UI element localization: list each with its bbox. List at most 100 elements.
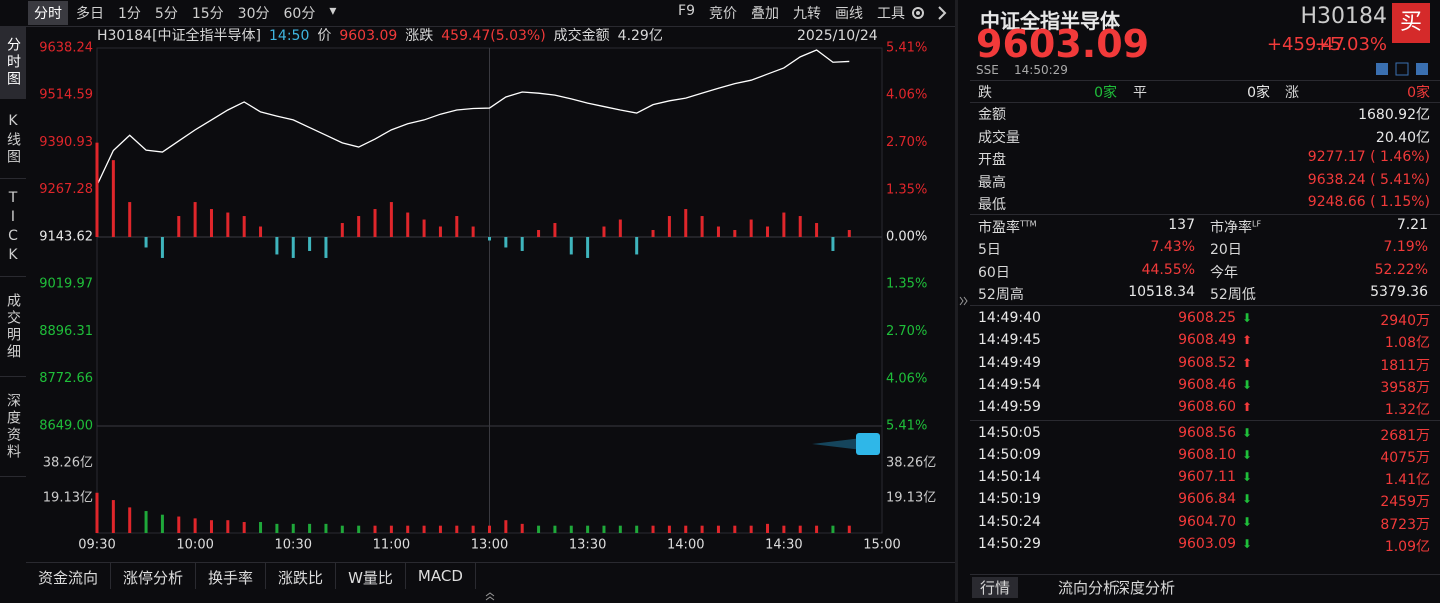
price-label: 价 (317, 28, 332, 44)
index-code: H30184 (1300, 4, 1387, 29)
period-tab[interactable]: 1分 (118, 6, 141, 22)
volume-bar (226, 520, 230, 533)
trade-arrow: ⬇ (1242, 425, 1253, 440)
tool-button[interactable]: 九转 (793, 6, 821, 22)
trade-price: 9608.56 (1178, 424, 1236, 441)
trade-arrow: ⬆ (1242, 355, 1253, 370)
strength-bar (733, 230, 737, 237)
y2-tick-label: 4.06% (886, 371, 927, 386)
trade-time: 14:50:09 (978, 446, 1041, 463)
buy-button[interactable]: 买 (1392, 3, 1430, 43)
expand-icon[interactable] (483, 590, 497, 602)
strength-bar (766, 226, 770, 237)
strength-bar (389, 202, 393, 237)
metric-value: 137 (1168, 217, 1195, 233)
strength-bar (586, 237, 590, 258)
metric-value: 44.55% (1141, 261, 1195, 278)
period-tab[interactable]: 60分 (283, 6, 316, 22)
period-tab[interactable]: 15分 (191, 6, 224, 22)
vol-tick-label: 19.13亿 (43, 491, 93, 506)
period-tab[interactable]: 30分 (237, 6, 270, 22)
stat-value: 9248.66 ( 1.15%) (1307, 194, 1430, 210)
volume-bar (357, 525, 361, 533)
metric-label: 今年 (1210, 264, 1238, 281)
strength-bar (815, 223, 819, 237)
volume-bar (291, 523, 295, 533)
side-tab[interactable]: 深度资料 (0, 378, 26, 477)
y-tick-label: 9267.28 (39, 182, 93, 197)
indicator-tab[interactable]: MACD (406, 563, 476, 589)
next-icon[interactable] (935, 4, 949, 22)
strength-bar (537, 230, 541, 237)
volume-bar (144, 511, 148, 533)
indicator-tab[interactable]: 涨跌比 (266, 563, 337, 589)
strength-bar (226, 212, 230, 237)
strength-bar (111, 160, 115, 237)
stat-label: 最低 (978, 197, 1006, 213)
indicator-tab[interactable]: 资金流向 (26, 563, 112, 589)
volume-bar (111, 500, 115, 533)
strength-bar (504, 237, 508, 248)
side-tab[interactable]: 分时图 (0, 26, 26, 99)
trade-price: 9604.70 (1178, 513, 1236, 530)
y2-tick-label: 4.06% (886, 88, 927, 103)
tab-bar (970, 574, 1440, 603)
period-tab[interactable]: 5分 (154, 6, 178, 22)
strength-bar (357, 216, 361, 237)
volume-bar (128, 507, 132, 533)
tool-button[interactable]: 工具 (877, 6, 905, 22)
metric-label-sup: LF (1252, 219, 1262, 229)
volume-bar (798, 525, 802, 533)
stat-label: 成交量 (978, 129, 1020, 146)
collapse-icon[interactable] (959, 294, 969, 308)
trade-volume: 1811万 (1380, 357, 1430, 374)
strength-bar (291, 237, 295, 258)
change: 459.47(5.03%) (441, 28, 546, 44)
quote-tab[interactable]: 行情 (972, 577, 1019, 598)
vol-tick-label: 19.13亿 (886, 491, 936, 506)
float-widget[interactable] (812, 432, 882, 458)
volume-bar (259, 522, 263, 533)
indicator-tab[interactable]: W量比 (336, 563, 406, 589)
settings-icon[interactable] (909, 4, 927, 22)
metric-label: 52周低 (1210, 286, 1256, 303)
period-tab[interactable]: 分时 (28, 1, 68, 25)
metric-value: 52.22% (1374, 261, 1428, 278)
tool-button[interactable]: 竞价 (709, 6, 737, 22)
strength-bar (553, 223, 557, 237)
strength-bar (422, 219, 426, 237)
trade-arrow: ⬇ (1242, 377, 1253, 392)
trade-time: 14:50:05 (978, 424, 1041, 441)
indicator-tab[interactable]: 涨停分析 (111, 563, 197, 589)
volume-bar (733, 525, 737, 533)
breadth-label: 跌 (978, 85, 992, 101)
period-tab[interactable]: 多日 (76, 6, 104, 22)
tool-button[interactable]: 画线 (835, 6, 863, 22)
indicator-tab[interactable]: 换手率 (196, 563, 267, 589)
stat-value: 1680.92亿 (1358, 107, 1430, 123)
side-tab[interactable]: TICK (0, 180, 26, 277)
y-tick-label: 8772.66 (39, 371, 93, 386)
x-tick-label: 13:30 (569, 538, 606, 553)
trade-price: 9606.84 (1178, 491, 1236, 508)
trade-time: 14:49:45 (978, 332, 1041, 349)
panel-icons[interactable] (1374, 62, 1430, 76)
tool-button[interactable]: F9 (678, 3, 695, 19)
strength-bar (160, 237, 164, 258)
trade-price: 9608.46 (1178, 376, 1236, 393)
quote-panel: 中证全指半导体 H30184 买 9603.09 +459.47 +5.03% … (960, 0, 1440, 602)
volume-bar (684, 525, 688, 533)
metric-value: 7.43% (1150, 239, 1195, 256)
trade-price: 9608.10 (1178, 446, 1236, 463)
tool-button[interactable]: 叠加 (751, 6, 779, 22)
side-tab[interactable]: 成交明细 (0, 278, 26, 377)
y2-tick-label: 0.00% (886, 230, 927, 245)
volume-bar (340, 525, 344, 533)
x-tick-label: 09:30 (78, 538, 115, 553)
volume-bar (700, 525, 704, 533)
trade-volume: 4075万 (1380, 449, 1430, 466)
side-tab[interactable]: K线图 (0, 100, 26, 179)
quote-tab[interactable]: 深度分析 (1115, 579, 1176, 597)
more-periods[interactable]: ▾ (329, 3, 337, 19)
quote-tab[interactable]: 流向分析 (1058, 579, 1119, 597)
